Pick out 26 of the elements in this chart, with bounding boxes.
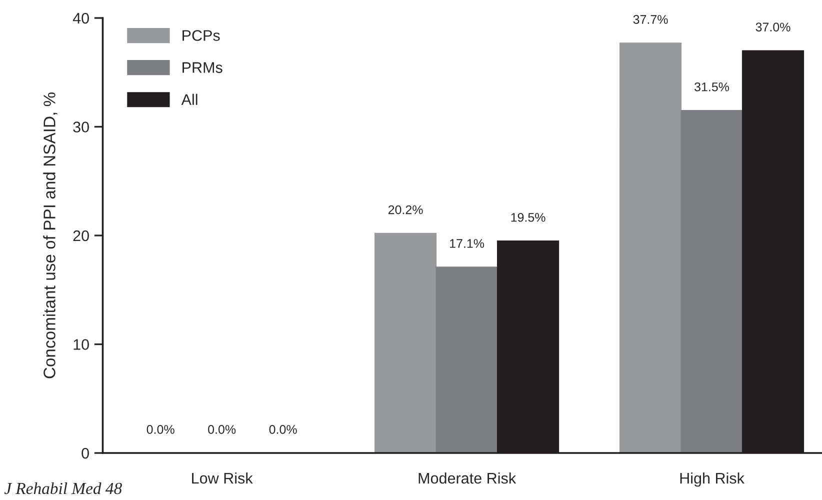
data-label: 19.5% <box>511 212 546 222</box>
y-tick-label: 40 <box>72 12 89 24</box>
data-label: 20.2% <box>388 205 423 214</box>
bar <box>680 110 743 453</box>
data-label: 37.0% <box>756 22 790 32</box>
bar <box>436 266 498 453</box>
data-label: 37.7% <box>633 15 668 24</box>
x-tick-label: Moderate Risk <box>418 472 516 484</box>
y-axis-title: Concomitant use of PPI and NSAID, % <box>43 92 58 378</box>
legend-label: PCPs <box>182 30 220 41</box>
bar <box>374 232 437 453</box>
data-label: 0.0% <box>269 425 297 434</box>
y-tick-label: 10 <box>74 339 89 350</box>
data-label: 31.5% <box>694 82 730 92</box>
text: J Rehabil Med 48 <box>4 482 122 494</box>
legend-label: All <box>181 94 198 105</box>
y-tick-label: 0 <box>82 448 89 459</box>
data-label: 17.1% <box>450 239 484 248</box>
x-tick-label: High Risk <box>680 472 744 487</box>
bar <box>619 42 682 453</box>
y-tick-label: 30 <box>73 122 89 132</box>
x-tick-label: Low Risk <box>192 472 253 484</box>
legend-label: PRMs <box>182 62 222 73</box>
y-tick-label: 20 <box>73 230 89 242</box>
data-label: 0.0% <box>146 425 174 434</box>
data-label: 0.0% <box>208 425 236 434</box>
